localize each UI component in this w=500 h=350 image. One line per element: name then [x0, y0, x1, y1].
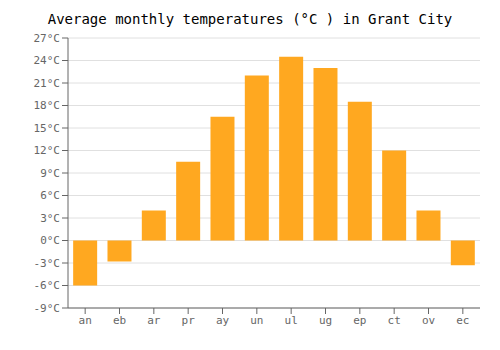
svg-text:an: an	[79, 314, 92, 327]
svg-text:24°C: 24°C	[34, 54, 61, 67]
svg-text:3°C: 3°C	[40, 212, 60, 225]
svg-text:15°C: 15°C	[34, 122, 61, 135]
svg-text:pr: pr	[182, 314, 196, 327]
svg-text:27°C: 27°C	[34, 32, 61, 45]
svg-text:-9°C: -9°C	[34, 302, 61, 315]
svg-text:-6°C: -6°C	[34, 279, 61, 292]
svg-text:18°C: 18°C	[34, 99, 61, 112]
svg-text:6°C: 6°C	[40, 189, 60, 202]
svg-text:9°C: 9°C	[40, 167, 60, 180]
svg-text:un: un	[250, 314, 263, 327]
svg-text:ay: ay	[216, 314, 230, 327]
svg-text:ct: ct	[388, 314, 401, 327]
svg-text:ar: ar	[147, 314, 161, 327]
svg-text:eb: eb	[113, 314, 126, 327]
html-text:Average monthly temperatures (: Average monthly temperatures (°C ) in Gr…	[47, 11, 453, 27]
svg-text:-3°C: -3°C	[34, 257, 61, 270]
svg-text:ul: ul	[285, 314, 298, 327]
svg-text:ec: ec	[456, 314, 469, 327]
svg-text:21°C: 21°C	[34, 77, 61, 90]
svg-text:12°C: 12°C	[34, 144, 61, 157]
svg-text:ep: ep	[353, 314, 366, 327]
svg-text:ug: ug	[319, 314, 332, 327]
svg-text:ov: ov	[422, 314, 436, 327]
svg-text:0°C: 0°C	[40, 234, 60, 247]
